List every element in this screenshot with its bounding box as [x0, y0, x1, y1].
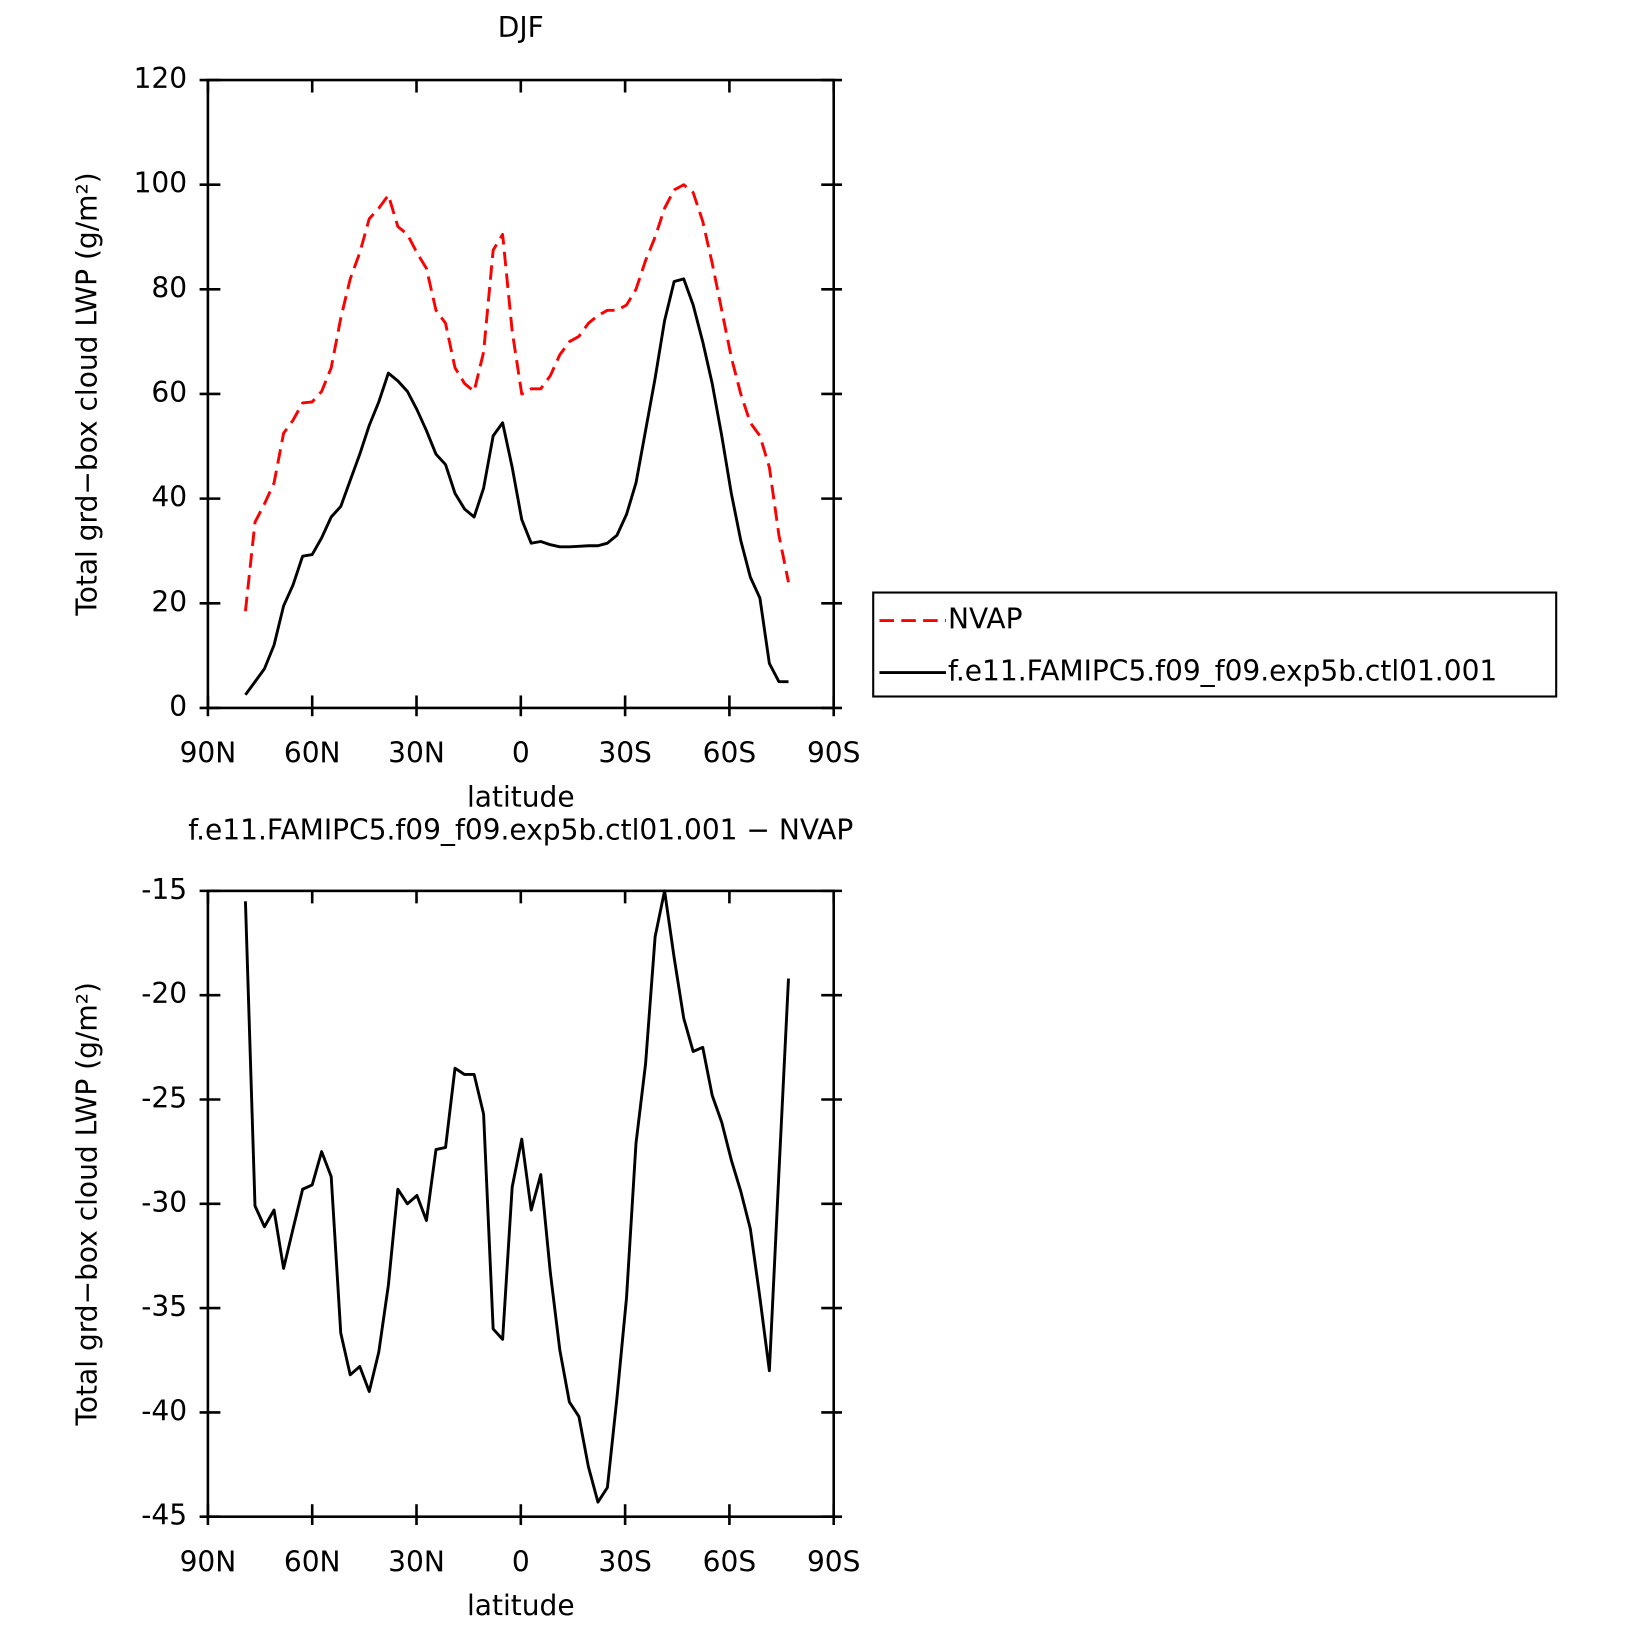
y-tick-label: -25 — [141, 1081, 187, 1114]
y-tick-label: -35 — [141, 1290, 187, 1323]
y-axis-label: Total grd−box cloud LWP (g/m²) — [70, 172, 103, 616]
chart-title: DJF — [498, 11, 544, 44]
x-tick-label: 60N — [284, 1545, 341, 1578]
y-tick-label: 100 — [134, 167, 188, 200]
legend-box — [872, 591, 1558, 698]
y-tick-label: 20 — [151, 585, 187, 618]
y-axis-label: Total grd−box cloud LWP (g/m²) — [70, 982, 103, 1426]
x-tick-label: 90S — [807, 737, 861, 770]
x-tick-label: 90N — [180, 1545, 237, 1578]
y-tick-label: 80 — [151, 271, 187, 304]
x-axis-label: latitude — [467, 780, 575, 813]
data-line — [244, 277, 789, 696]
legend-label: NVAP — [948, 603, 1022, 636]
data-line — [243, 889, 790, 1504]
x-tick-label: 30S — [598, 737, 652, 770]
y-tick-label: 0 — [169, 690, 187, 723]
x-tick-label: 0 — [512, 1545, 530, 1578]
chart-title: f.e11.FAMIPC5.f09_f09.exp5b.ctl01.001 − … — [188, 814, 853, 847]
plot-frame — [206, 889, 836, 1518]
x-tick-label: 0 — [512, 737, 530, 770]
x-tick-label: 30S — [598, 1545, 652, 1578]
x-tick-label: 60N — [284, 737, 341, 770]
x-tick-label: 90S — [807, 1545, 861, 1578]
y-tick-label: 60 — [151, 376, 187, 409]
x-tick-label: 30N — [388, 737, 445, 770]
x-tick-label: 60S — [703, 1545, 757, 1578]
legend-label: f.e11.FAMIPC5.f09_f09.exp5b.ctl01.001 — [948, 655, 1497, 688]
y-tick-label: -45 — [141, 1499, 187, 1532]
y-tick-label: -15 — [141, 873, 187, 906]
x-tick-label: 60S — [703, 737, 757, 770]
y-tick-label: 120 — [134, 62, 188, 95]
x-tick-label: 30N — [388, 1545, 445, 1578]
x-axis-label: latitude — [467, 1589, 575, 1622]
x-tick-label: 90N — [180, 737, 237, 770]
y-tick-label: -20 — [141, 977, 187, 1010]
y-tick-label: 40 — [151, 481, 187, 514]
data-line — [243, 183, 790, 612]
y-tick-label: -30 — [141, 1186, 187, 1219]
y-tick-label: -40 — [141, 1394, 187, 1427]
